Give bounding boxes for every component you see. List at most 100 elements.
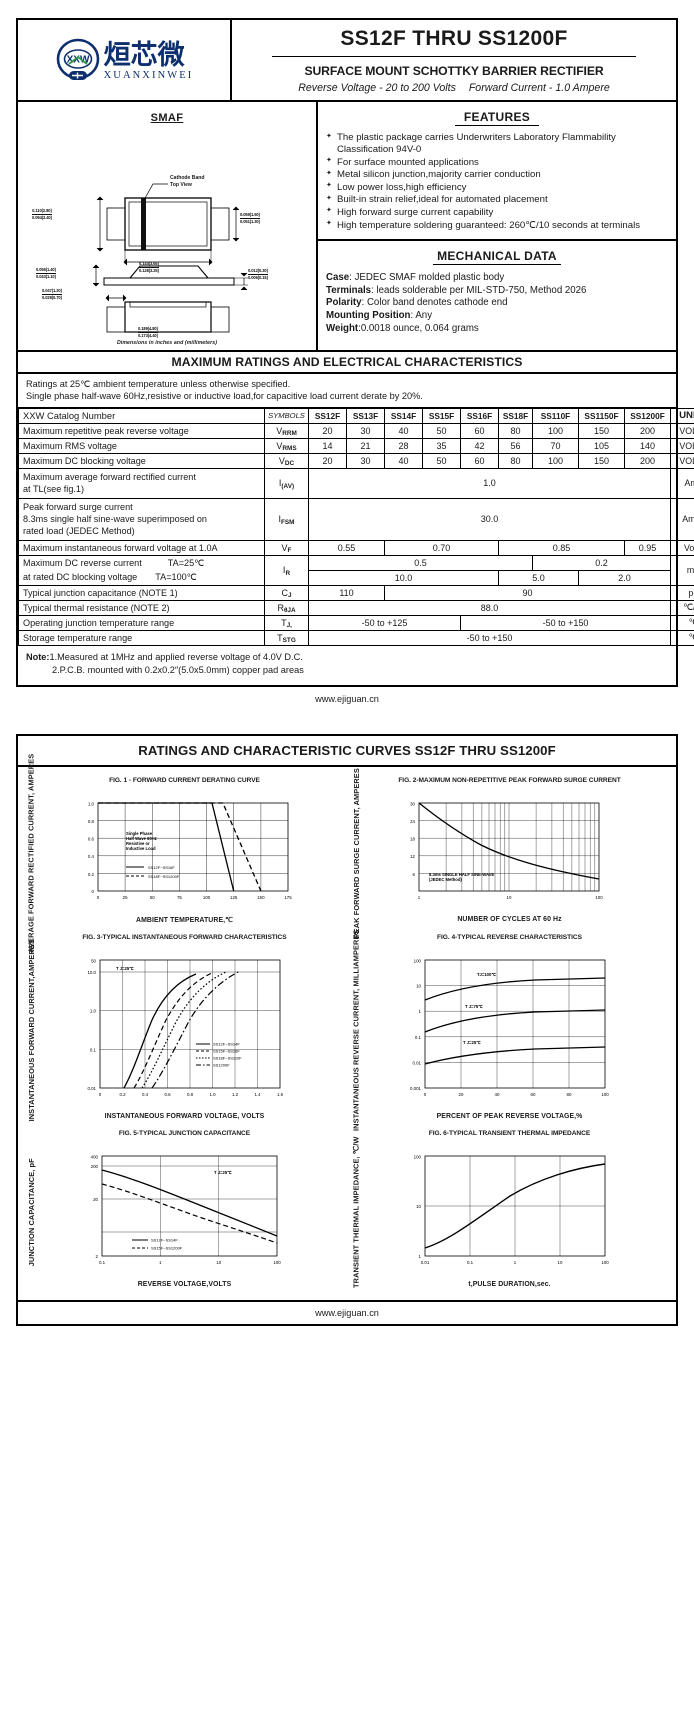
- cell-value: 140: [624, 437, 671, 454]
- mechanical-data-panel: MECHANICAL DATA Case: JEDEC SMAF molded …: [318, 241, 676, 341]
- svg-text:10: 10: [506, 895, 511, 900]
- features-list: The plastic package carries Underwriters…: [326, 132, 668, 232]
- cell-value-group: 0.2: [532, 554, 671, 571]
- svg-text:0.01: 0.01: [420, 1260, 429, 1265]
- note-line-1: Note:1.Measured at 1MHz and applied reve…: [26, 651, 303, 662]
- svg-text:0.001: 0.001: [410, 1086, 422, 1091]
- svg-text:0.6: 0.6: [164, 1092, 171, 1097]
- svg-text:100: 100: [601, 1260, 609, 1265]
- page-title: SS12F THRU SS1200F: [340, 27, 568, 50]
- chart-fig3: FIG. 3-TYPICAL INSTANTANEOUS FORWARD CHA…: [22, 930, 347, 1126]
- logo-english-name: XUANXINWEI: [103, 69, 194, 81]
- mech-value: Any: [415, 309, 433, 321]
- fig4-title: FIG. 4-TYPICAL REVERSE CHARACTERISTICS: [437, 934, 582, 942]
- mech-label: Polarity: [326, 297, 362, 309]
- feature-item: The plastic package carries Underwriters…: [326, 132, 668, 156]
- svg-text:150: 150: [257, 895, 265, 900]
- cell-unit: VOLTS: [670, 452, 694, 469]
- svg-text:40: 40: [494, 1092, 499, 1097]
- table-row: Maximum DC reverse current TA=25℃ at rate…: [18, 554, 694, 586]
- fig4-legend-2: T J=75℃: [465, 1004, 483, 1009]
- dim-left-height: 0.110(2.80) 0.094(2.40): [32, 208, 52, 220]
- ratings-note-line2: Single phase half-wave 60Hz,resistive or…: [26, 391, 423, 402]
- svg-text:100: 100: [595, 895, 603, 900]
- feature-item: Built-in strain relief,ideal for automat…: [326, 194, 668, 206]
- fig1-ytick: 1.0: [87, 802, 94, 807]
- table-row: Peak forward surge current 8.3ms single …: [18, 497, 694, 541]
- cell-value-span: 30.0: [308, 497, 671, 541]
- row-label: Operating junction temperature range: [18, 614, 265, 631]
- svg-text:24: 24: [410, 819, 415, 824]
- cell-unit: Amp: [670, 467, 694, 499]
- svg-text:0: 0: [96, 895, 99, 900]
- header-titles: SS12F THRU SS1200F SURFACE MOUNT SCHOTTK…: [232, 20, 676, 100]
- svg-text:0.01: 0.01: [412, 1061, 421, 1066]
- page2-footer-url: www.ejiguan.cn: [18, 1300, 676, 1324]
- dim-overall-length: 0.189(4.80) 0.173(4.40): [138, 326, 158, 338]
- svg-text:400: 400: [90, 1155, 98, 1160]
- mechanical-row: Terminals: leads solderable per MIL-STD-…: [326, 284, 587, 296]
- cell-value: 30: [346, 452, 385, 469]
- fig3-legend-3: SS18F~SS110F: [213, 1056, 242, 1061]
- fig1-ylabel: AVERAGE FORWARD RECTIFIED CURRENT, AMPER…: [26, 753, 36, 953]
- col-catalog-number: XXW Catalog Number: [18, 407, 265, 424]
- fig2-title: FIG. 2-MAXIMUM NON-REPETITIVE PEAK FORWA…: [398, 777, 621, 785]
- svg-text:20: 20: [93, 1197, 98, 1202]
- chart-fig4: FIG. 4-TYPICAL REVERSE CHARACTERISTICS I…: [347, 929, 672, 1131]
- svg-text:0.2: 0.2: [87, 872, 94, 877]
- row-label: Typical thermal resistance (NOTE 2): [18, 599, 265, 616]
- svg-text:100: 100: [601, 1092, 609, 1097]
- svg-text:0.1: 0.1: [414, 1035, 421, 1040]
- mechanical-row: Polarity: Color band denotes cathode end: [326, 297, 508, 309]
- mech-value: 0.0018 ounce, 0.064 grams: [360, 322, 479, 334]
- svg-text:T J=25℃: T J=25℃: [116, 966, 134, 971]
- fig5-legend-2: SS15F~SS1200F: [151, 1246, 183, 1251]
- row-symbol: IR: [264, 554, 309, 586]
- svg-text:Resistive or: Resistive or: [126, 841, 150, 846]
- row-label: Maximum DC blocking voltage: [18, 452, 265, 469]
- col-part-ss13f: SS13F: [346, 407, 385, 424]
- charts-row-3: FIG. 5-TYPICAL JUNCTION CAPACITANCE JUNC…: [22, 1126, 672, 1294]
- cell-value: 50: [422, 452, 461, 469]
- row-symbol: TJ,: [264, 614, 309, 631]
- cell-value: 105: [578, 437, 625, 454]
- features-underline: [455, 125, 539, 126]
- smaf-outline-drawing: [92, 183, 248, 333]
- svg-text:25: 25: [122, 895, 127, 900]
- footnotes: Note:1.Measured at 1MHz and applied reve…: [18, 646, 676, 685]
- mech-label: Mounting Position: [326, 309, 411, 321]
- dim-lead-length: 0.047(1.20) 0.028(0.70): [42, 288, 62, 300]
- cell-value: 80: [498, 422, 533, 439]
- cell-value: 40: [384, 452, 423, 469]
- svg-text:200: 200: [90, 1164, 98, 1169]
- row-label: Maximum average forward rectified curren…: [18, 467, 265, 499]
- cell-value-span: 1.0: [308, 467, 671, 499]
- cell-unit: pF: [670, 584, 694, 601]
- mechanical-row: Case: JEDEC SMAF molded plastic body: [326, 272, 505, 284]
- row-symbol: IFSM: [264, 497, 309, 541]
- cell-value: 21: [346, 437, 385, 454]
- chart-fig2: FIG. 2-MAXIMUM NON-REPETITIVE PEAK FORWA…: [347, 768, 672, 938]
- fig6-title: FIG. 6-TYPICAL TRANSIENT THERMAL IMPEDAN…: [428, 1130, 591, 1138]
- cell-unit: ℃/W: [670, 599, 694, 616]
- svg-text:1.6: 1.6: [276, 1092, 283, 1097]
- row-symbol: VRMS: [264, 437, 309, 454]
- note-line-2: 2.P.C.B. mounted with 0.2x0.2″(5.0x5.0mm…: [52, 664, 304, 675]
- svg-text:1.4: 1.4: [254, 1092, 261, 1097]
- col-part-ss15f: SS15F: [422, 407, 461, 424]
- svg-text:0.6: 0.6: [87, 837, 94, 842]
- cell-value-group: -50 to +150: [460, 614, 671, 631]
- charts-row-1: FIG. 1 - FORWARD CURRENT DERATING CURVE …: [22, 753, 672, 953]
- svg-text:125: 125: [230, 895, 238, 900]
- svg-text:10: 10: [216, 1260, 221, 1265]
- row-label: Typical junction capacitance (NOTE 1): [18, 584, 265, 601]
- svg-text:1: 1: [418, 1254, 421, 1259]
- cell-value-group: 90: [384, 584, 671, 601]
- col-part-ss1150f: SS1150F: [578, 407, 625, 424]
- reverse-voltage-spec: Reverse Voltage - 20 to 200 Volts: [298, 82, 456, 94]
- fig5-legend-1: SS12F~SS14F: [151, 1238, 178, 1243]
- dim-right-height: 0.059(1.50) 0.051(1.30): [240, 212, 260, 224]
- svg-text:12: 12: [410, 854, 415, 859]
- svg-text:100: 100: [202, 895, 210, 900]
- col-part-ss110f: SS110F: [532, 407, 579, 424]
